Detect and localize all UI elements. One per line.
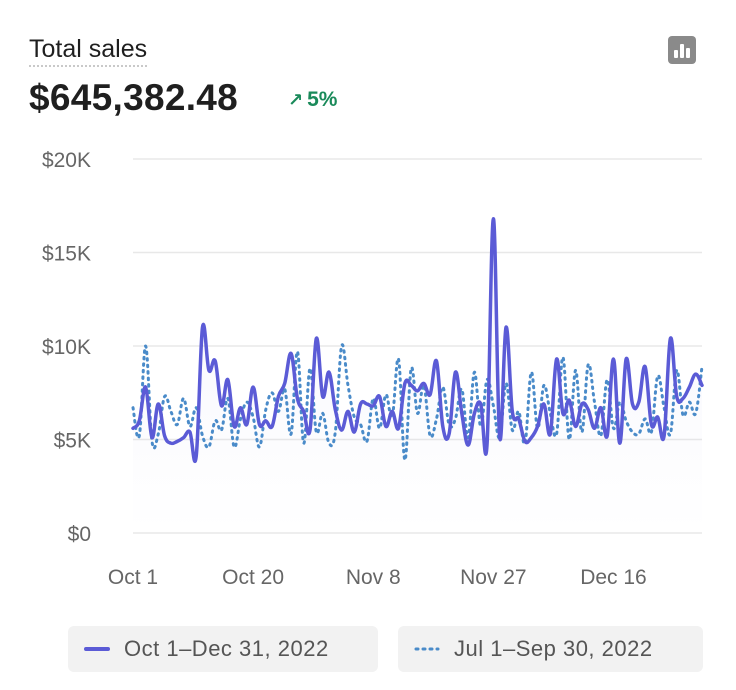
trend-up-arrow-icon: ↗ — [288, 90, 304, 110]
change-badge: ↗ 5% — [288, 87, 337, 113]
bar-chart-icon[interactable] — [668, 36, 696, 64]
legend-item-previous[interactable]: Jul 1–Sep 30, 2022 — [398, 626, 703, 672]
y-tick-label: $20K — [42, 149, 91, 172]
change-value: 5% — [307, 88, 338, 111]
series-line-current — [131, 217, 704, 463]
legend-item-current[interactable]: Oct 1–Dec 31, 2022 — [68, 626, 378, 672]
y-tick-label: $10K — [42, 336, 91, 359]
x-tick-label: Dec 16 — [580, 566, 647, 589]
total-amount: $645,382.48 — [29, 77, 239, 118]
x-tick-label: Oct 1 — [108, 566, 158, 589]
legend-label-current: Oct 1–Dec 31, 2022 — [124, 636, 329, 661]
x-tick-label: Oct 20 — [222, 566, 284, 589]
x-tick-label: Nov 27 — [460, 566, 527, 589]
solid-line-swatch-icon — [84, 647, 110, 651]
y-tick-label: $15K — [42, 243, 91, 266]
x-tick-label: Nov 8 — [346, 566, 401, 589]
dotted-line-swatch-icon — [414, 647, 440, 651]
sales-line-chart: $0 $5K $10K $15K $20K Oct 1 Oct 20 Nov 8 Nov 27… — [42, 149, 704, 589]
y-tick-label: $0 — [68, 523, 91, 546]
series-area-current — [133, 218, 702, 534]
y-tick-label: $5K — [54, 430, 91, 453]
legend-label-previous: Jul 1–Sep 30, 2022 — [454, 636, 653, 661]
card-title: Total sales — [29, 34, 148, 67]
